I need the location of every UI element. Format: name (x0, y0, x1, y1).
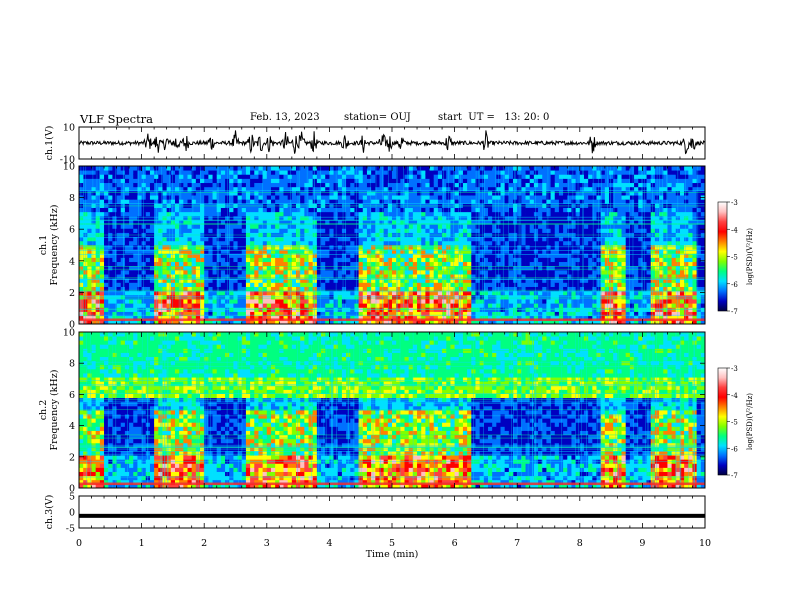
xtick-label: 8 (577, 538, 583, 549)
ch1-spectrogram-ytick-label: 10 (63, 162, 75, 173)
ch2-spectrogram-ylabel2: Frequency (kHz) (49, 370, 60, 451)
ch3-ylabel: ch.3(V) (44, 495, 55, 530)
chart-title: VLF Spectra (80, 112, 154, 126)
ch2-spectrogram-colorbar-tick: -4 (731, 392, 738, 400)
ch2-spectrogram-ytick-label: 0 (69, 484, 75, 495)
plot-panels (78, 130, 706, 518)
ch2-spectrogram-colorbar-tick: -3 (731, 365, 738, 373)
xtick-label: 9 (639, 538, 645, 549)
xtick-label: 3 (264, 538, 270, 549)
xtick-label: 7 (514, 538, 520, 549)
ch2-spectrogram-ytick-label: 10 (63, 328, 75, 339)
ch1-ylabel: ch.1(V) (44, 126, 55, 161)
ch1-spectrogram-colorbar-tick: -4 (731, 226, 738, 234)
ch2-spectrogram-colorbar-tick: -5 (731, 419, 738, 427)
ch1-spectrogram-ytick-label: 2 (69, 288, 75, 299)
xtick-label: 2 (201, 538, 207, 549)
ch1-spectrogram-ytick-label: 4 (69, 256, 75, 267)
ch1-waveform-line (78, 130, 706, 155)
date-label: Feb. 13, 2023 (250, 112, 320, 123)
ch1-spectrogram-ylabel: ch.1 (38, 235, 49, 256)
xtick-label: 4 (326, 538, 332, 549)
ch2-spectrogram-colorbar-tick: -6 (731, 445, 738, 453)
ch3-ytick-label: 0 (69, 508, 75, 519)
x-axis-label: Time (min) (366, 549, 419, 560)
ch2-spectrogram-ylabel: ch.2 (38, 400, 49, 421)
ch1-spectrogram-ytick-label: 8 (69, 193, 75, 204)
ch2-spectrogram-ytick-label: 4 (69, 421, 75, 432)
ch3-ytick-label: -5 (66, 524, 75, 535)
xtick-label: 10 (699, 538, 711, 549)
ch2-spectrogram-image (79, 332, 706, 489)
ch1-spectrogram-colorbar-tick: -5 (731, 254, 738, 262)
ch2-spectrogram-colorbar-label: log(PSD)(V²/Hz) (746, 393, 754, 450)
start-time-label: start UT = 13: 20: 0 (438, 112, 550, 123)
ch1-spectrogram-colorbar (717, 201, 728, 312)
ch1-spectrogram-ytick-label: 6 (69, 225, 75, 236)
xtick-label: 6 (452, 538, 458, 549)
xtick-label: 0 (76, 538, 82, 549)
ch1-spectrogram-colorbar-tick: -3 (731, 199, 738, 207)
ch1-spectrogram-image (79, 166, 706, 325)
ch2-spectrogram-ytick-label: 6 (69, 390, 75, 401)
ch2-spectrogram-colorbar (717, 367, 728, 476)
ch1-spectrogram-ylabel2: Frequency (kHz) (49, 205, 60, 286)
xtick-label: 5 (389, 538, 395, 549)
ch1-ytick-label: -10 (60, 155, 75, 166)
ch2-spectrogram-colorbar-tick: -7 (731, 472, 738, 480)
ch1-ytick-label: 10 (63, 123, 75, 134)
xtick-label: 1 (139, 538, 145, 549)
ch2-spectrogram-ytick-label: 8 (69, 359, 75, 370)
ch1-waveform-trace (78, 130, 706, 155)
ch1-spectrogram-colorbar-tick: -6 (731, 281, 738, 289)
ch1-spectrogram-colorbar-tick: -7 (731, 308, 738, 316)
ch1-spectrogram-colorbar-label: log(PSD)(V²/Hz) (746, 228, 754, 285)
ch2-spectrogram-ytick-label: 2 (69, 452, 75, 463)
ch3-ytick-label: 5 (69, 492, 75, 503)
ch1-spectrogram-ytick-label: 0 (69, 320, 75, 331)
ch3-trace-line (79, 513, 705, 518)
station-label: station= OUJ (344, 112, 411, 123)
